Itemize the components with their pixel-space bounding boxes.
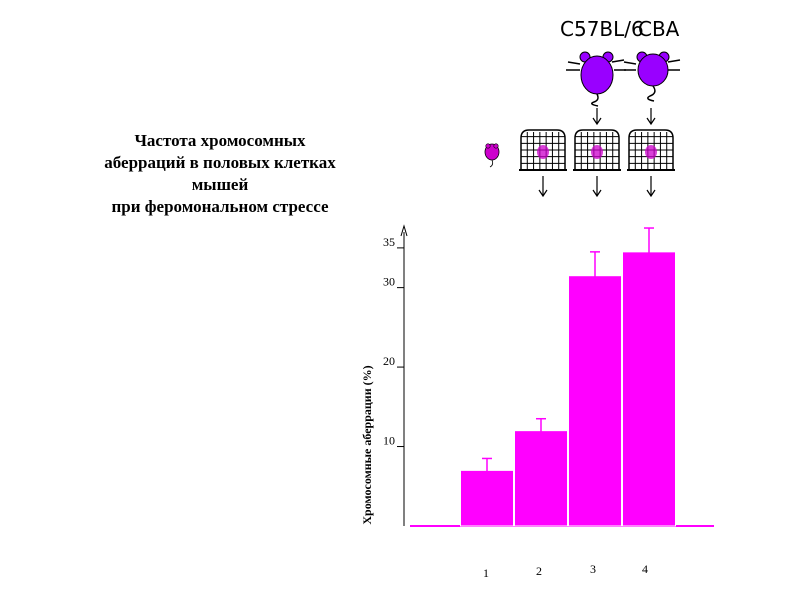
small-mouse-icon bbox=[484, 143, 500, 168]
arrow-down-icon bbox=[592, 108, 602, 126]
cage-icon bbox=[573, 129, 621, 171]
arrow-down-icon bbox=[592, 176, 602, 198]
bar bbox=[622, 251, 676, 527]
title-line-1: Частота хромосомных bbox=[134, 131, 306, 150]
title-line-4: при феромональном стрессе bbox=[111, 197, 329, 216]
y-tick-label: 30 bbox=[383, 275, 395, 289]
category-label: 3 bbox=[590, 562, 596, 576]
title-line-3: мышей bbox=[191, 175, 249, 194]
mouse-icon bbox=[566, 51, 626, 107]
cage-mouse bbox=[645, 145, 657, 159]
cage-icon bbox=[519, 129, 567, 171]
arrow-down-icon bbox=[646, 176, 656, 198]
bar-chart: Хромосомные аберрации (%) 10 20 30 35 1 2 3 4 bbox=[360, 224, 714, 580]
category-label: 4 bbox=[642, 562, 648, 576]
cage-mouse bbox=[591, 145, 603, 159]
y-axis-label: Хромосомные аберрации (%) bbox=[360, 365, 374, 524]
category-label: 1 bbox=[483, 566, 489, 580]
y-tick-label: 20 bbox=[383, 354, 395, 368]
strain-label-cba: CBA bbox=[638, 17, 680, 41]
cage-mouse bbox=[537, 145, 549, 159]
title-line-2: аберраций в половых клетках bbox=[104, 153, 336, 172]
y-tick-label: 10 bbox=[383, 434, 395, 448]
mouse-icon bbox=[623, 51, 681, 102]
y-tick-label: 35 bbox=[383, 235, 395, 249]
arrow-down-icon bbox=[646, 108, 656, 126]
bar bbox=[568, 275, 622, 527]
arrow-down-icon bbox=[538, 176, 548, 198]
strain-label-c57bl6: C57BL/6 bbox=[560, 17, 644, 41]
cage-icon bbox=[627, 129, 675, 171]
y-axis-arrow bbox=[400, 224, 408, 237]
chart-title: Частота хромосомных аберраций в половых … bbox=[40, 130, 400, 218]
category-label: 2 bbox=[536, 564, 542, 578]
